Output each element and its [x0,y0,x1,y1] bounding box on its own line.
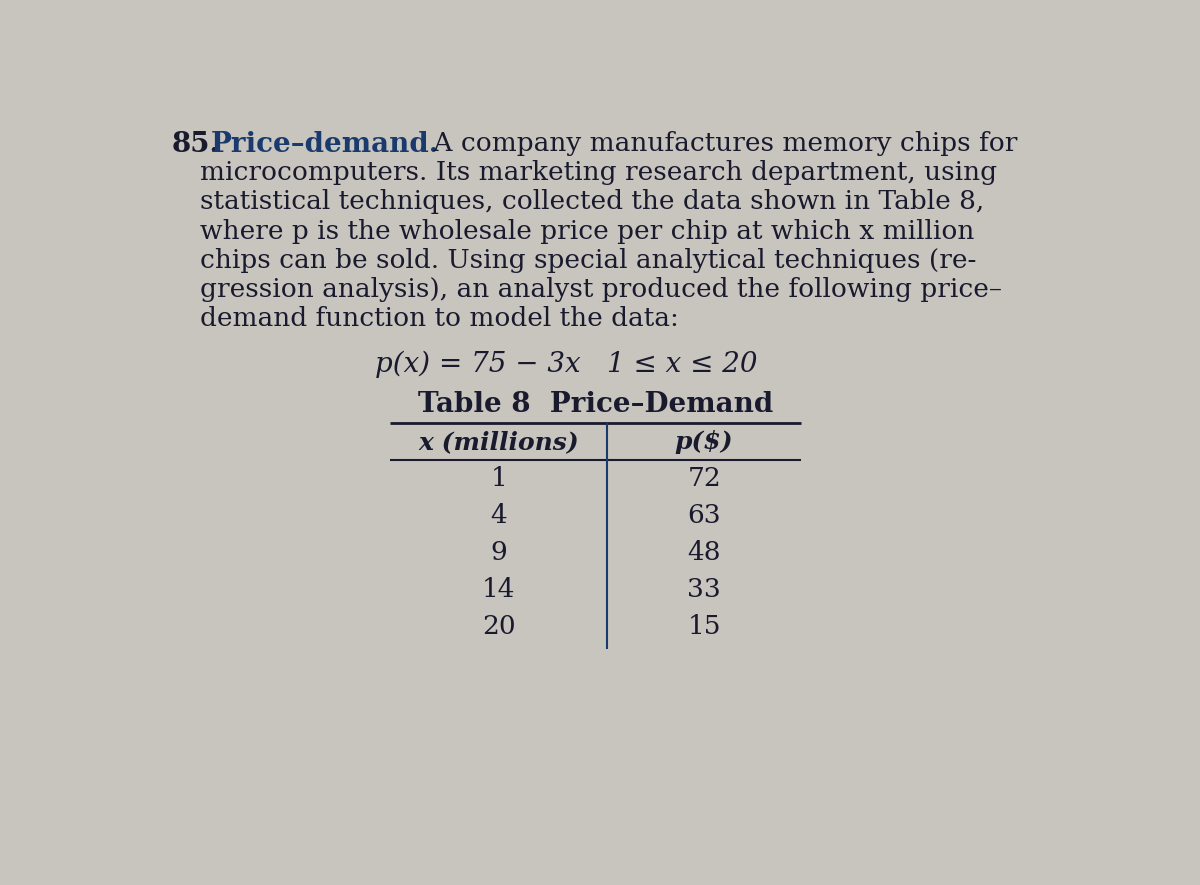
Text: 1 ≤ x ≤ 20: 1 ≤ x ≤ 20 [607,351,757,378]
Text: p($): p($) [674,430,733,454]
Text: demand function to model the data:: demand function to model the data: [200,306,679,331]
Text: 63: 63 [688,504,721,528]
Text: microcomputers. Its marketing research department, using: microcomputers. Its marketing research d… [200,160,997,185]
Text: 15: 15 [688,614,721,639]
Text: 72: 72 [688,466,721,491]
Text: p(x) = 75 − 3x: p(x) = 75 − 3x [374,351,581,379]
Text: statistical techniques, collected the data shown in Table 8,: statistical techniques, collected the da… [200,189,985,214]
Text: 9: 9 [491,541,508,566]
Text: 48: 48 [688,541,721,566]
Text: 20: 20 [482,614,516,639]
Text: where p is the wholesale price per chip at which x million: where p is the wholesale price per chip … [200,219,974,243]
Text: chips can be sold. Using special analytical techniques (re-: chips can be sold. Using special analyti… [200,248,977,273]
Text: A company manufactures memory chips for: A company manufactures memory chips for [425,131,1018,156]
Text: gression analysis), an analyst produced the following price–: gression analysis), an analyst produced … [200,277,1002,302]
Text: 14: 14 [482,577,516,603]
Text: x (millions): x (millions) [419,430,580,454]
Text: 33: 33 [688,577,721,603]
Text: 85.: 85. [172,131,220,158]
Text: 4: 4 [491,504,508,528]
Text: 1: 1 [491,466,508,491]
Text: Price–demand.: Price–demand. [210,131,439,158]
Text: Table 8  Price–Demand: Table 8 Price–Demand [418,391,773,418]
